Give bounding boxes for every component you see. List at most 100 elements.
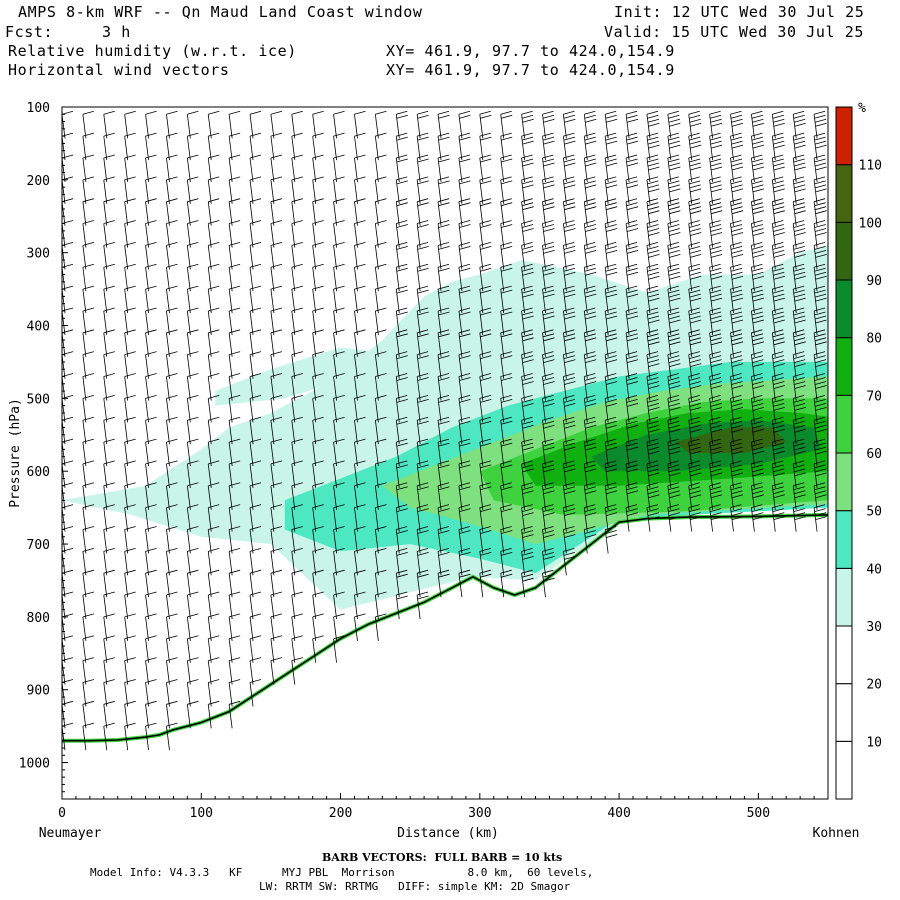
wind-barb-flag [521, 114, 534, 119]
wind-barb-flag [229, 482, 241, 487]
wind-barb-flag [437, 460, 450, 465]
wind-barb-flag [82, 591, 94, 596]
wind-barb-staff [82, 594, 87, 620]
wind-barb-flag [709, 394, 721, 399]
wind-barb [395, 132, 408, 161]
wind-barb [583, 242, 597, 270]
wind-barb-flag [668, 140, 680, 145]
wind-barb-flag [563, 180, 575, 185]
wind-barb-flag [730, 486, 743, 491]
wind-barb-flag [500, 394, 512, 399]
wind-barb-flag [521, 110, 533, 115]
wind-barb-flag [166, 722, 178, 727]
wind-barb-staff [291, 332, 296, 357]
wind-barb-staff [249, 594, 254, 620]
wind-barb-flag [689, 224, 701, 228]
wind-barb-flag [563, 176, 575, 181]
wind-barb [479, 438, 492, 467]
wind-barb [145, 351, 157, 379]
wind-barb-staff [333, 529, 337, 554]
wind-barb-flag [396, 198, 408, 203]
wind-barb-flag [625, 373, 638, 377]
wind-barb-flag [521, 377, 534, 381]
wind-barb-flag [480, 136, 492, 141]
wind-barb [82, 373, 94, 401]
wind-barb-staff [270, 179, 275, 204]
wind-barb-flag [417, 569, 429, 574]
wind-barb [82, 482, 94, 510]
chart-title: AMPS 8-km WRF -- Qn Maud Land Coast wind… [18, 3, 423, 21]
wind-barb-flag [752, 118, 764, 123]
wind-barb-staff [354, 420, 358, 445]
wind-barb-flag [396, 460, 408, 465]
wind-barb [249, 242, 262, 270]
wind-barb [667, 438, 681, 467]
wind-barb-flag [564, 512, 576, 517]
wind-barb [354, 307, 366, 336]
wind-barb-flag [648, 341, 660, 346]
wind-barb-flag [312, 591, 324, 596]
wind-barb-flag [500, 176, 512, 181]
wind-barb-flag [564, 118, 576, 123]
wind-barb-flag [396, 394, 408, 399]
wind-barb-flag [709, 460, 721, 465]
wind-barb-flag [396, 591, 408, 596]
wind-barb-flag [688, 285, 700, 290]
wind-barb-staff [374, 310, 379, 336]
wind-barb [186, 613, 199, 641]
wind-barb [709, 416, 723, 445]
wind-barb-flag [773, 341, 785, 346]
wind-barb [583, 373, 597, 401]
wind-barb-flag [564, 534, 576, 538]
wind-barb-flag [563, 198, 575, 203]
wind-barb [792, 154, 806, 183]
wind-barb-flag [584, 329, 596, 334]
wind-barb-flag [815, 210, 827, 215]
wind-barb-staff [354, 442, 358, 467]
wind-barb-flag [752, 232, 765, 236]
wind-barb-flag [270, 198, 283, 203]
wind-barb [562, 351, 576, 379]
wind-barb [145, 329, 157, 357]
wind-barb-flag [794, 424, 806, 429]
wind-barb [813, 154, 827, 183]
wind-barb-flag [208, 329, 220, 334]
wind-barb-flag [438, 398, 450, 403]
wind-barb-flag [793, 464, 805, 469]
wind-barb [312, 547, 324, 576]
wind-barb-flag [187, 176, 199, 181]
wind-barb [542, 307, 555, 336]
wind-barb-staff [103, 136, 108, 161]
wind-barb [792, 132, 806, 161]
wind-barb [646, 132, 660, 161]
wind-barb-staff [103, 529, 108, 554]
wind-barb-flag [187, 438, 199, 443]
wind-barb-flag [793, 394, 805, 399]
wind-barb-flag [417, 110, 429, 115]
wind-barb-flag [667, 438, 679, 443]
wind-barb [145, 591, 157, 620]
wind-barb-flag [437, 569, 450, 574]
wind-barb-staff [374, 463, 379, 488]
wind-barb [667, 351, 681, 379]
wind-barb [354, 198, 366, 226]
wind-barb-flag [375, 373, 387, 377]
wind-barb-flag [354, 198, 366, 203]
wind-barb-flag [500, 242, 512, 246]
wind-barb-flag [730, 307, 742, 312]
wind-barb [103, 220, 115, 248]
wind-barb-flag [521, 307, 533, 312]
wind-barb-flag [606, 250, 618, 254]
wind-barb-flag [103, 285, 115, 290]
wind-barb-flag [772, 438, 784, 443]
wind-barb-flag [166, 220, 178, 224]
wind-barb-staff [249, 332, 254, 357]
wind-barb [228, 285, 241, 314]
wind-barb-flag [605, 285, 617, 290]
wind-barb-flag [396, 416, 408, 421]
wind-barb-flag [711, 450, 723, 455]
wind-barb [437, 526, 450, 554]
wind-barb-flag [543, 359, 555, 364]
wind-barb-staff [270, 310, 275, 336]
wind-barb [270, 438, 283, 467]
